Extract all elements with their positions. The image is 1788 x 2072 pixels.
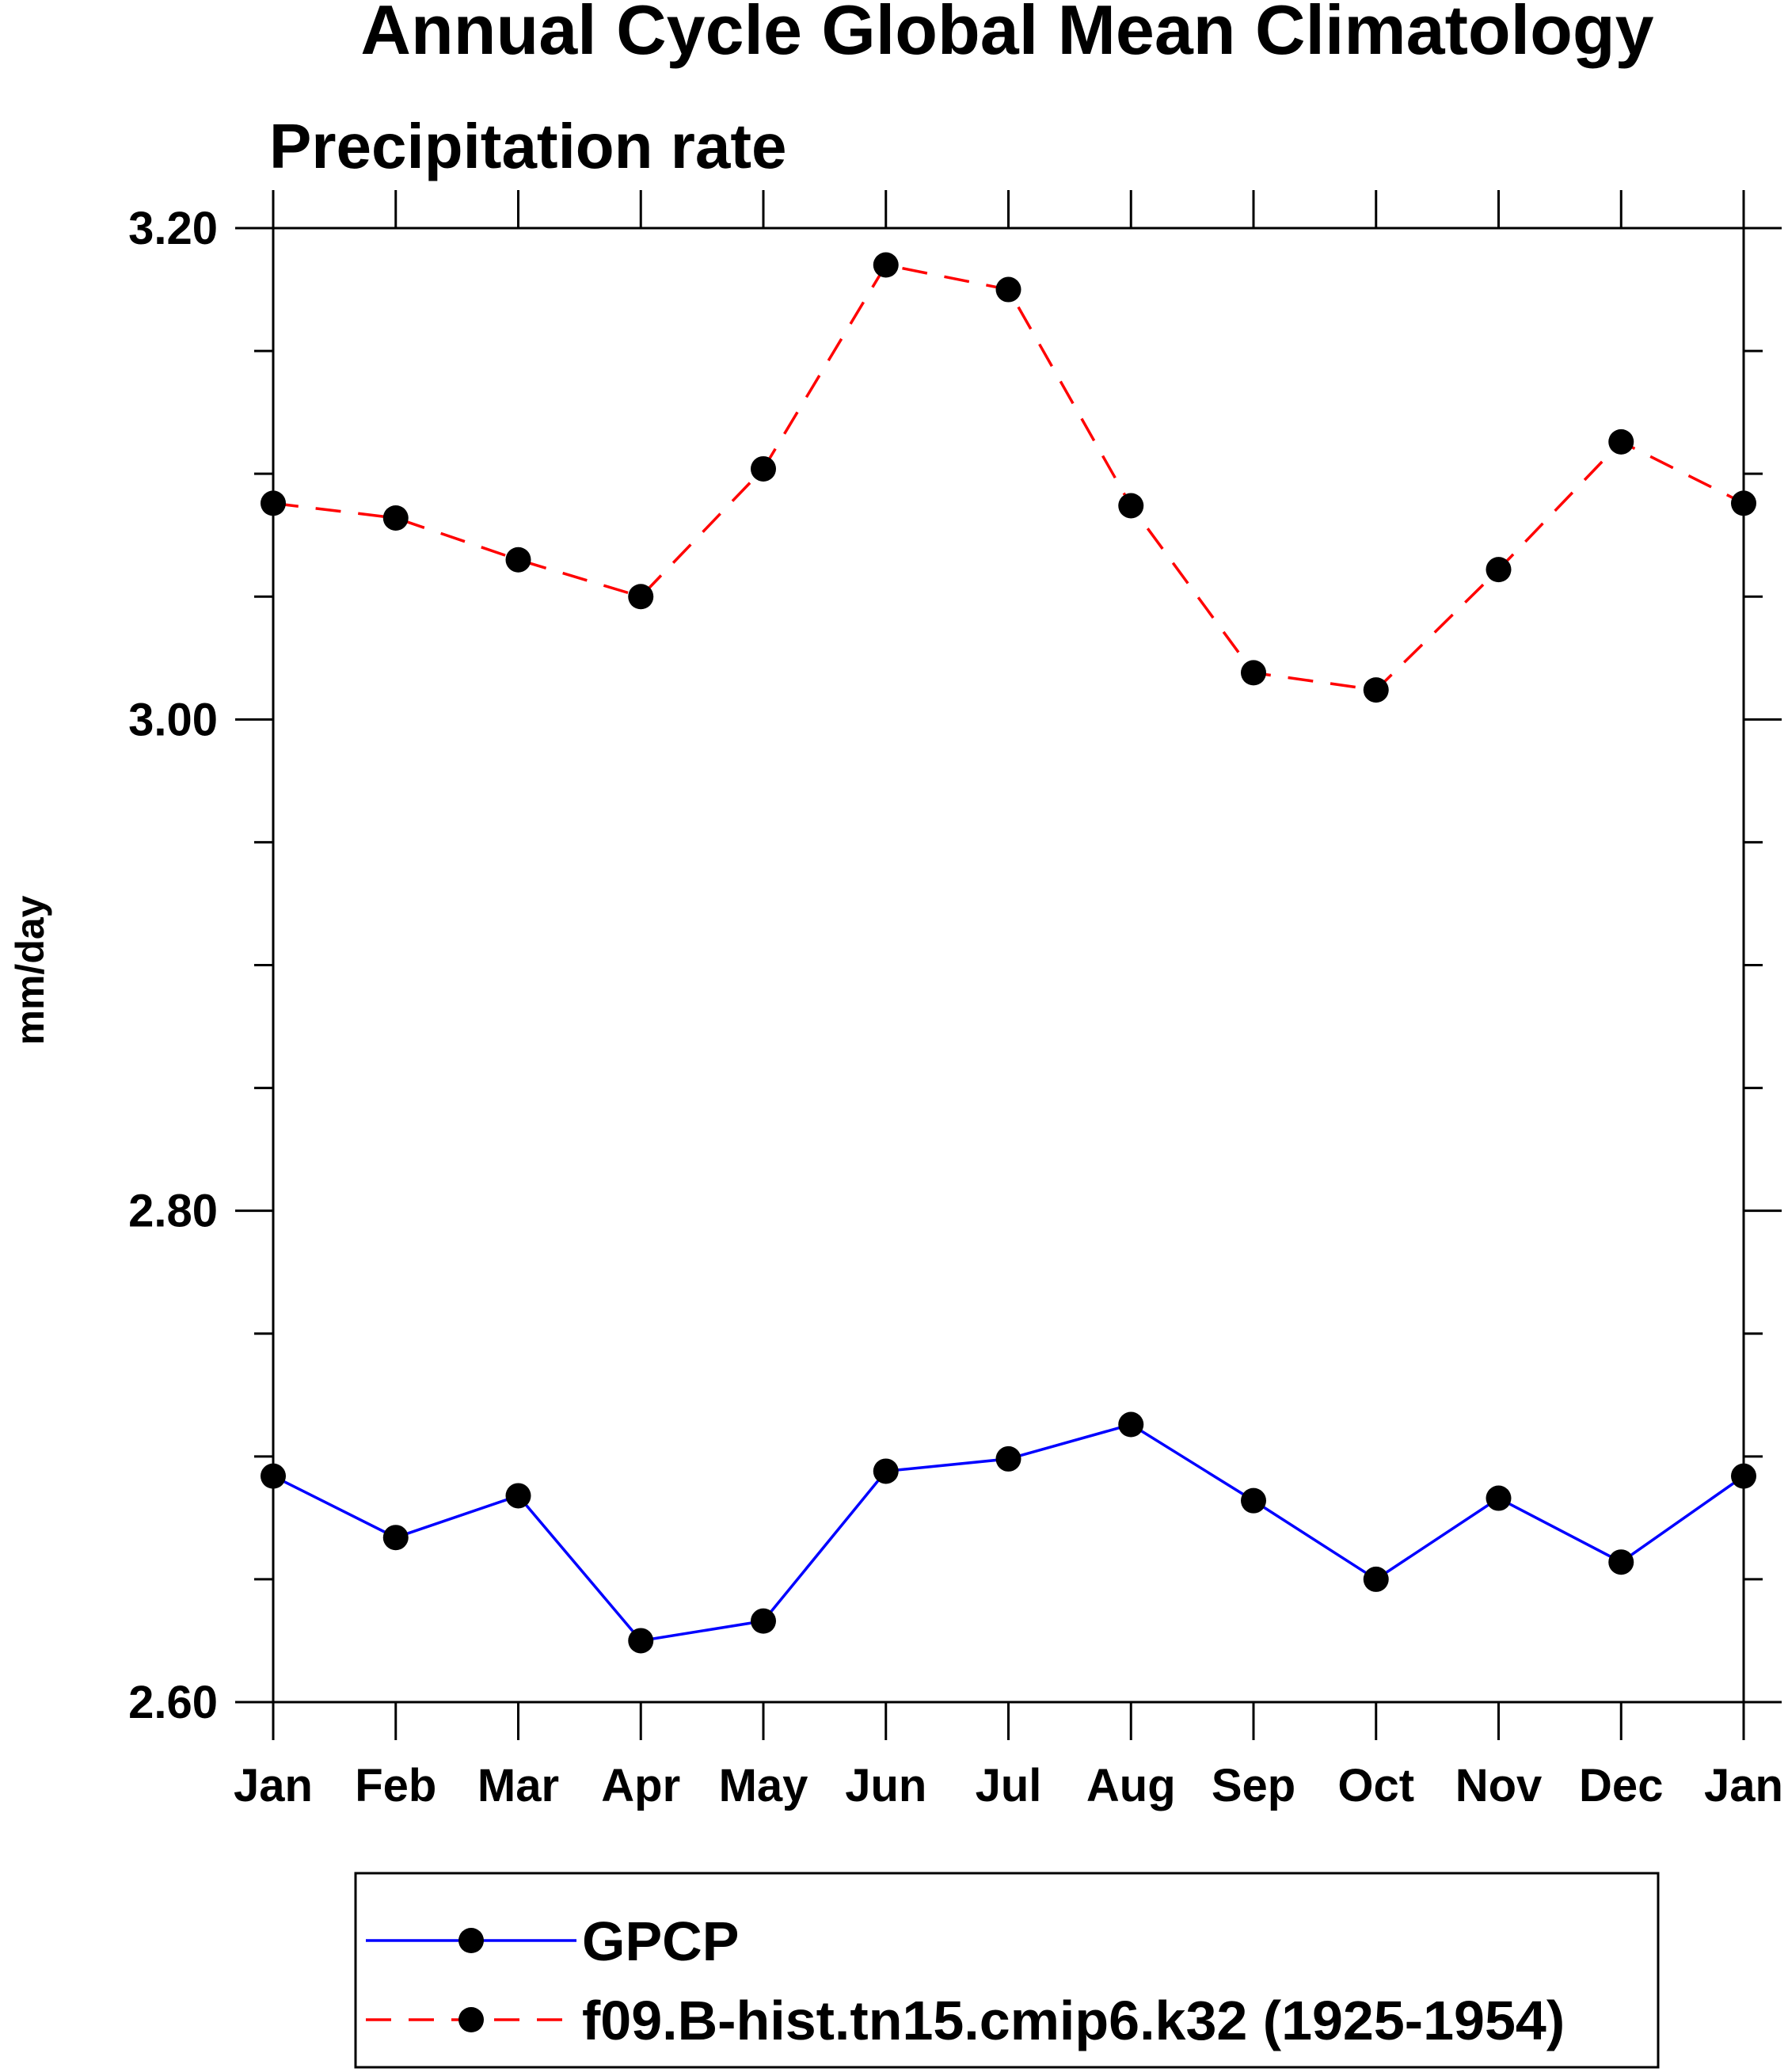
data-point [382, 505, 409, 531]
x-tick-label: Dec [1579, 1760, 1663, 1811]
data-point [751, 1608, 776, 1634]
data-point [751, 455, 776, 482]
x-tick-label: Mar [477, 1760, 559, 1811]
x-tick-label: Oct [1337, 1760, 1414, 1811]
data-point [1363, 677, 1389, 703]
data-point [628, 1628, 654, 1654]
y-tick-label: 2.80 [128, 1186, 218, 1237]
x-tick-label: Aug [1086, 1760, 1176, 1811]
chart-subtitle: Precipitation rate [269, 111, 787, 181]
y-tick-label: 2.60 [128, 1677, 218, 1728]
data-point [261, 490, 286, 516]
x-tick-label: Feb [355, 1760, 436, 1811]
plot-frame [272, 227, 1745, 1704]
x-tick-label: Jan [1704, 1760, 1783, 1811]
legend-label: f09.B-hist.tn15.cmip6.k32 (1925-1954) [582, 1990, 1565, 2051]
series-layer [261, 252, 1756, 1654]
data-point [505, 1483, 531, 1509]
x-tick-label: Jul [976, 1760, 1042, 1811]
data-point [995, 1445, 1021, 1472]
legend-marker [458, 1928, 484, 1953]
x-tick-label: May [719, 1760, 808, 1811]
data-point [1731, 490, 1756, 516]
data-point [1608, 1549, 1634, 1575]
data-point [873, 252, 899, 278]
data-point [1118, 493, 1144, 519]
data-point [1241, 660, 1266, 686]
x-tick-label: Sep [1212, 1760, 1295, 1811]
data-point [873, 1458, 899, 1484]
data-point [628, 584, 654, 610]
data-point [995, 276, 1021, 303]
axis-ticks: Jan Feb Mar Apr May Jun Jul Aug Sep Oct Nov Dec Jan 2… [128, 190, 1783, 1811]
data-point [1363, 1566, 1389, 1592]
y-tick-label: 3.20 [128, 203, 218, 254]
legend: GPCP f09.B-hist.tn15.cmip6.k32 (1925-1954… [366, 1910, 1565, 2051]
data-point [1731, 1463, 1756, 1489]
legend-label: GPCP [582, 1910, 739, 1972]
data-point [1486, 1485, 1512, 1511]
legend-box [354, 1872, 1660, 2069]
data-point [1118, 1411, 1144, 1438]
data-point [505, 547, 531, 573]
y-axis-label: mm/day [8, 895, 52, 1045]
x-tick-label: Jun [845, 1760, 926, 1811]
legend-marker [458, 2007, 484, 2032]
data-point [1486, 557, 1512, 583]
y-tick-label: 3.00 [128, 694, 218, 745]
series-line [272, 263, 1744, 691]
data-point [382, 1525, 409, 1551]
x-tick-label: Nov [1455, 1760, 1543, 1811]
x-tick-label: Apr [601, 1760, 680, 1811]
x-tick-label: Jan [234, 1760, 313, 1811]
data-point [261, 1463, 286, 1489]
chart-title: Annual Cycle Global Mean Climatology [360, 0, 1653, 69]
data-point [1241, 1487, 1266, 1514]
data-point [1608, 428, 1634, 455]
